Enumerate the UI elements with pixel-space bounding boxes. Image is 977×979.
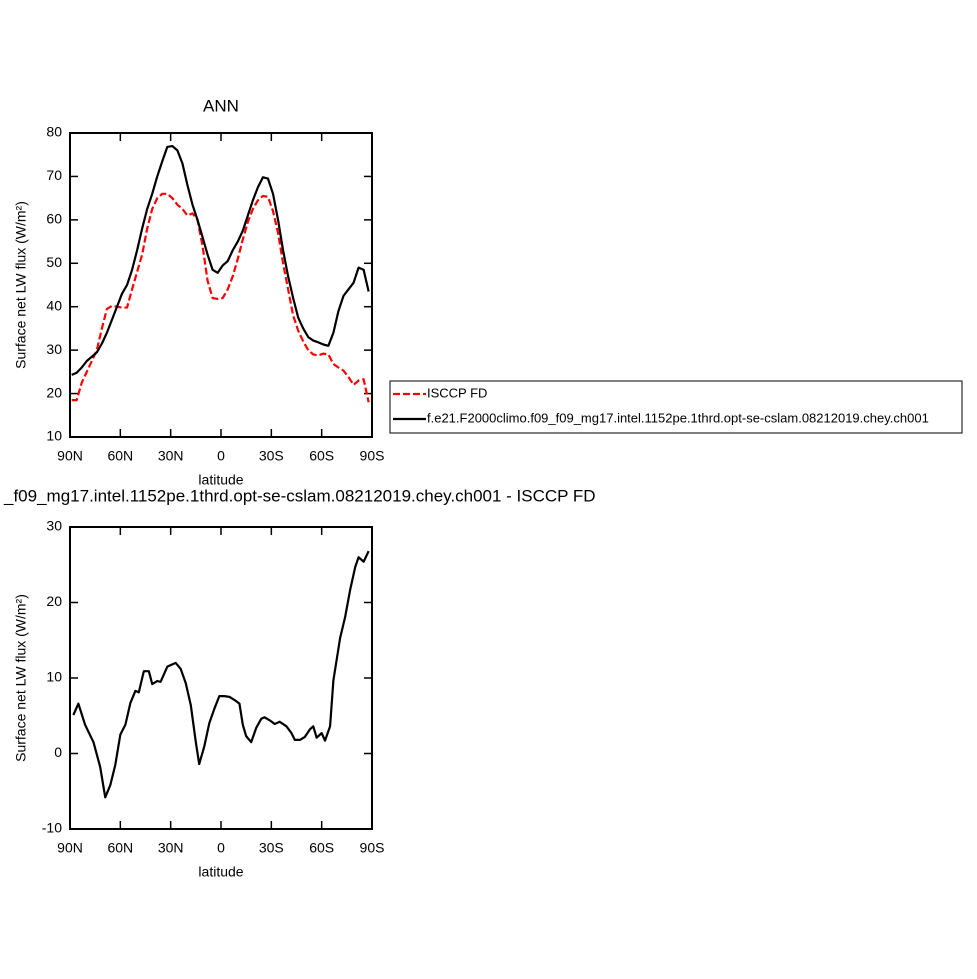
y-tick-label: 50	[46, 254, 62, 270]
chart-title: ANN	[203, 96, 239, 115]
y-tick-label: 30	[46, 518, 62, 534]
legend-frame	[389, 380, 963, 434]
y-axis-label: Surface net LW flux (W/m²)	[13, 201, 29, 369]
x-tick-label: 90S	[360, 448, 385, 464]
y-tick-label: 80	[46, 124, 62, 140]
y-tick-label: 70	[46, 167, 62, 183]
plot-frame	[69, 526, 373, 830]
x-tick-label: 60N	[107, 448, 133, 464]
y-axis-label: Surface net LW flux (W/m²)	[13, 594, 29, 762]
data-line	[72, 550, 370, 799]
x-tick-label: 90N	[57, 840, 83, 856]
x-tick-label: 0	[217, 448, 225, 464]
y-tick-label: 10	[46, 669, 62, 685]
x-tick-label: 30S	[259, 448, 284, 464]
y-tick-label: -10	[42, 820, 62, 836]
x-tick-label: 0	[217, 840, 225, 856]
legend-label: f.e21.F2000climo.f09_f09_mg17.intel.1152…	[427, 410, 929, 425]
y-tick-label: 40	[46, 297, 62, 313]
x-tick-label: 90S	[360, 840, 385, 856]
y-tick-label: 20	[46, 384, 62, 400]
x-tick-label: 60S	[309, 448, 334, 464]
y-tick-label: 30	[46, 341, 62, 357]
x-axis-label: latitude	[198, 472, 243, 488]
data-line	[71, 144, 370, 376]
chart-title: _f09_mg17.intel.1152pe.1thrd.opt-se-csla…	[3, 486, 596, 505]
x-tick-label: 30N	[158, 448, 184, 464]
x-axis-label: latitude	[198, 864, 243, 880]
x-tick-label: 60S	[309, 840, 334, 856]
x-tick-label: 90N	[57, 448, 83, 464]
x-tick-label: 60N	[107, 840, 133, 856]
legend: ISCCP FD f.e21.F2000climo.f09_f09_mg17.in…	[389, 380, 963, 434]
legend-label: ISCCP FD	[427, 385, 487, 400]
y-tick-label: 10	[46, 428, 62, 444]
data-line	[71, 192, 370, 403]
y-tick-label: 20	[46, 593, 62, 609]
x-tick-label: 30S	[259, 840, 284, 856]
y-tick-label: 60	[46, 211, 62, 227]
plot-frame	[69, 132, 373, 438]
x-tick-label: 30N	[158, 840, 184, 856]
y-tick-label: 0	[54, 744, 62, 760]
